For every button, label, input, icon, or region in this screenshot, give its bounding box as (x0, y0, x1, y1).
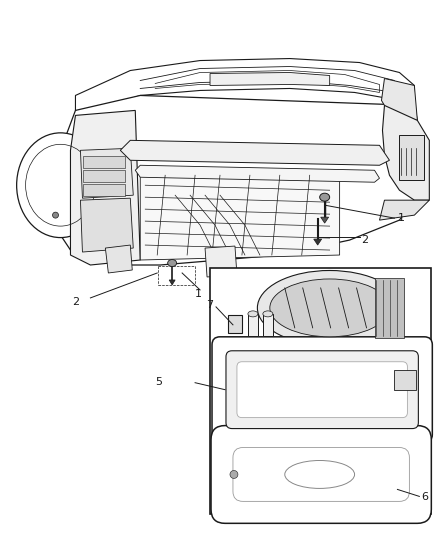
Polygon shape (379, 200, 429, 220)
Polygon shape (140, 170, 339, 260)
Text: 7: 7 (206, 300, 213, 310)
Polygon shape (81, 198, 133, 252)
Circle shape (230, 471, 238, 479)
Bar (83, 156, 125, 168)
Polygon shape (382, 106, 429, 200)
FancyBboxPatch shape (233, 448, 410, 502)
Bar (228, 315, 242, 333)
Ellipse shape (320, 193, 330, 201)
Ellipse shape (168, 260, 177, 266)
Ellipse shape (263, 311, 273, 317)
Polygon shape (106, 245, 132, 273)
Bar (395, 370, 417, 390)
FancyBboxPatch shape (212, 337, 432, 442)
Polygon shape (374, 278, 404, 338)
Polygon shape (75, 59, 414, 116)
Text: 2: 2 (72, 297, 80, 307)
Bar (263, 314, 273, 336)
FancyBboxPatch shape (226, 351, 418, 429)
Ellipse shape (248, 311, 258, 317)
Polygon shape (205, 246, 237, 277)
Text: 1: 1 (397, 213, 404, 223)
Polygon shape (169, 280, 175, 285)
Polygon shape (60, 95, 417, 265)
Polygon shape (135, 165, 379, 182)
Polygon shape (210, 72, 330, 85)
Polygon shape (71, 110, 140, 265)
Bar (399, 135, 424, 180)
Text: 1: 1 (195, 289, 202, 299)
Ellipse shape (270, 279, 389, 337)
Polygon shape (381, 78, 417, 120)
Polygon shape (120, 140, 389, 165)
FancyBboxPatch shape (237, 362, 407, 417)
Bar (210, 268, 431, 514)
Polygon shape (314, 239, 321, 245)
Text: 6: 6 (421, 492, 428, 503)
Bar (83, 170, 125, 182)
Bar (83, 184, 125, 196)
Text: 5: 5 (155, 377, 162, 387)
FancyBboxPatch shape (211, 425, 431, 523)
Ellipse shape (258, 270, 402, 345)
Circle shape (53, 212, 59, 218)
Polygon shape (81, 148, 133, 198)
Bar (248, 314, 258, 336)
Text: 2: 2 (361, 235, 369, 245)
Polygon shape (321, 217, 328, 223)
Ellipse shape (17, 133, 104, 238)
